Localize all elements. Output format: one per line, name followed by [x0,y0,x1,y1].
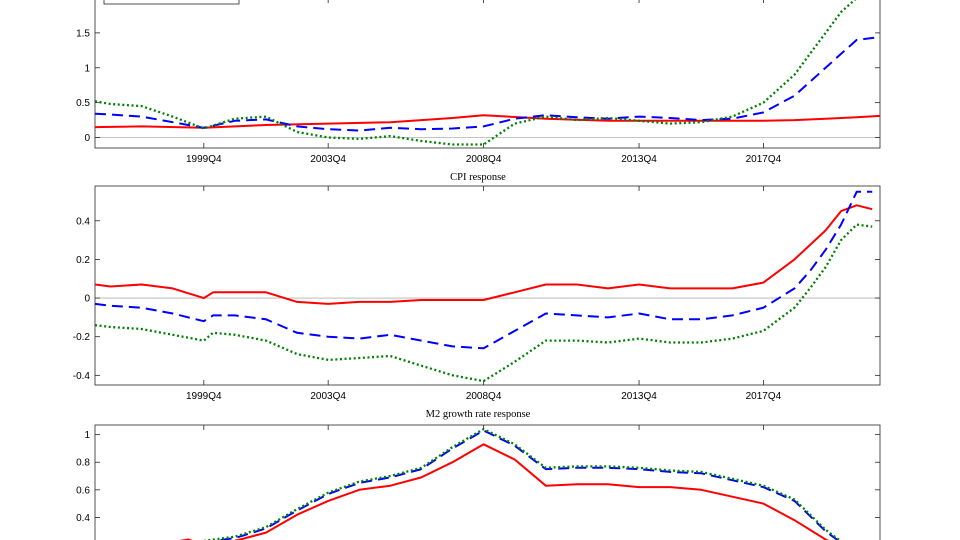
x-tick-label: 2008Q4 [466,154,502,165]
x-tick-label: 2017Q4 [746,154,782,165]
panel-3: 0.4 0.6 0.8 1 [76,424,881,540]
x-tick-label: 2003Q4 [310,154,346,165]
y-tick-label: 0 [84,294,90,305]
x-tick-label: 2008Q4 [466,391,502,402]
y-tick-label: 0.4 [76,513,90,524]
x-tick-label: 2013Q4 [621,391,657,402]
x-tick-label: 1999Q4 [186,391,222,402]
x-tick-label: 2013Q4 [621,154,657,165]
y-tick-label: 0 [84,133,90,144]
plot-frame [94,0,881,149]
panel-3-title: M2 growth rate response [426,409,531,420]
series-line-solid [95,114,880,129]
plot-frame [94,185,881,386]
series-line-dashed [212,429,840,540]
series-line-solid [179,443,830,540]
y-tick-label: 0.4 [76,216,90,227]
series-line-dotted [95,0,857,146]
y-tick-label: 1 [84,430,90,441]
y-tick-label: -0.2 [73,332,91,343]
y-tick-label: 0.6 [76,485,90,496]
y-tick-label: -0.4 [73,371,91,382]
y-tick-label: 0.5 [76,98,90,109]
y-tick-label: 1 [84,63,90,74]
legend-box [103,0,240,5]
panel-1: 0 0.5 1 1.5 1999Q4 2003Q4 2008Q4 2013Q4 2017Q4 [76,0,881,165]
series-line-dashed [95,36,880,132]
y-tick-label: 0.2 [76,255,90,266]
panel-2-title: CPI response [450,172,506,183]
plot-frame [94,424,881,540]
series-line-dotted [95,223,873,383]
x-tick-label: 1999Q4 [186,154,222,165]
panel-2: -0.4 -0.2 0 0.2 0.4 1999Q4 2003Q4 2008Q4 2013Q4 2… [73,185,881,402]
series-line-dashed [95,190,873,350]
x-tick-label: 2017Q4 [746,391,782,402]
y-tick-label: 1.5 [76,28,90,39]
x-tick-label: 2003Q4 [310,391,346,402]
series-line-dotted [203,427,842,540]
series-line-solid [95,204,873,305]
y-tick-label: 0.8 [76,458,90,469]
